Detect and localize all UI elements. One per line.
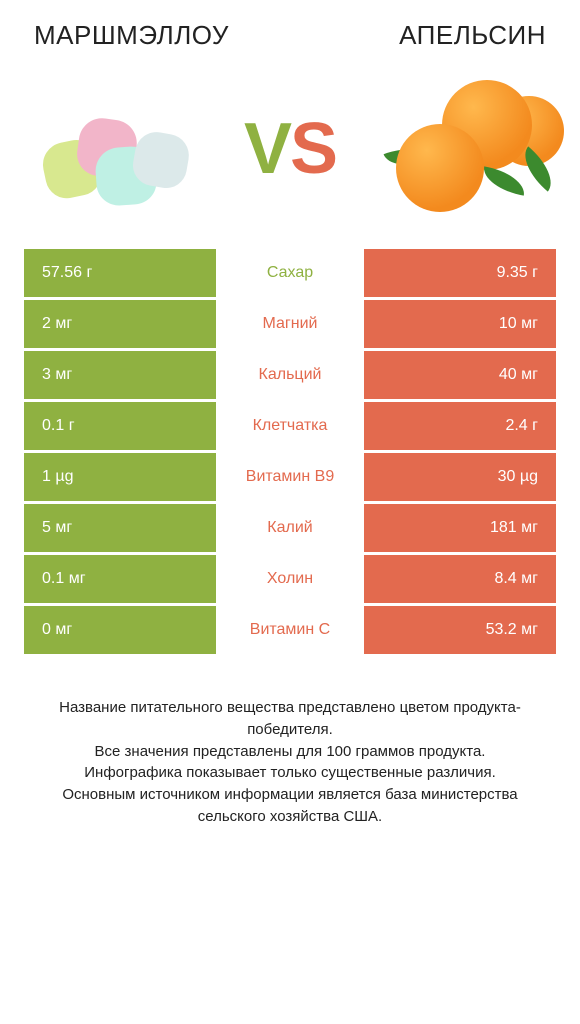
vs-label: VS [244, 108, 336, 190]
marshmallow-image [34, 79, 194, 219]
vs-s: S [290, 109, 336, 189]
value-right: 9.35 г [364, 249, 556, 297]
value-left: 0.1 г [24, 402, 216, 450]
nutrient-label: Сахар [216, 249, 365, 297]
value-right: 40 мг [364, 351, 556, 399]
table-row: 5 мгКалий181 мг [24, 504, 556, 552]
footer-line: Все значения представлены для 100 граммо… [28, 741, 552, 763]
footer-notes: Название питательного вещества представл… [24, 697, 556, 828]
nutrient-label: Калий [216, 504, 365, 552]
value-right: 2.4 г [364, 402, 556, 450]
nutrient-label: Магний [216, 300, 365, 348]
footer-line: Основным источником информации является … [28, 784, 552, 828]
value-right: 53.2 мг [364, 606, 556, 654]
table-row: 57.56 гСахар9.35 г [24, 249, 556, 297]
title-right: АПЕЛЬСИН [399, 20, 546, 51]
table-row: 0 мгВитамин C53.2 мг [24, 606, 556, 654]
orange-image [386, 79, 546, 219]
nutrient-label: Холин [216, 555, 365, 603]
value-right: 10 мг [364, 300, 556, 348]
nutrient-label: Клетчатка [216, 402, 365, 450]
value-right: 181 мг [364, 504, 556, 552]
hero-row: VS [24, 69, 556, 249]
value-left: 2 мг [24, 300, 216, 348]
table-row: 1 µgВитамин B930 µg [24, 453, 556, 501]
table-row: 0.1 гКлетчатка2.4 г [24, 402, 556, 450]
value-left: 57.56 г [24, 249, 216, 297]
table-row: 0.1 мгХолин8.4 мг [24, 555, 556, 603]
table-row: 3 мгКальций40 мг [24, 351, 556, 399]
nutrient-label: Витамин C [216, 606, 365, 654]
value-right: 8.4 мг [364, 555, 556, 603]
vs-v: V [244, 109, 290, 189]
footer-line: Название питательного вещества представл… [28, 697, 552, 741]
value-left: 5 мг [24, 504, 216, 552]
value-right: 30 µg [364, 453, 556, 501]
footer-line: Инфографика показывает только существенн… [28, 762, 552, 784]
value-left: 0.1 мг [24, 555, 216, 603]
table-row: 2 мгМагний10 мг [24, 300, 556, 348]
nutrient-label: Кальций [216, 351, 365, 399]
value-left: 3 мг [24, 351, 216, 399]
title-left: МАРШМЭЛЛОУ [34, 20, 229, 51]
value-left: 1 µg [24, 453, 216, 501]
nutrient-label: Витамин B9 [216, 453, 365, 501]
nutrition-table: 57.56 гСахар9.35 г2 мгМагний10 мг3 мгКал… [24, 249, 556, 657]
titles-row: МАРШМЭЛЛОУ АПЕЛЬСИН [24, 20, 556, 69]
infographic-container: МАРШМЭЛЛОУ АПЕЛЬСИН VS 57.56 гСахар9.35 … [0, 0, 580, 1024]
value-left: 0 мг [24, 606, 216, 654]
